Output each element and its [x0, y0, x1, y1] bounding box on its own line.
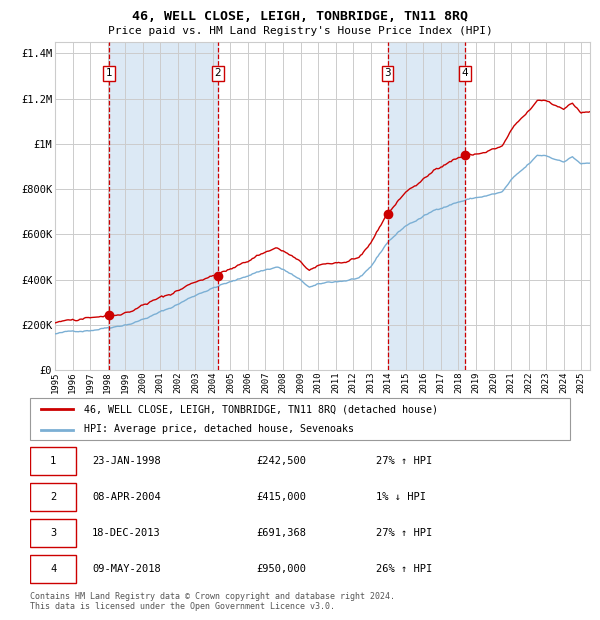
- Bar: [109, 42, 218, 370]
- Text: £691,368: £691,368: [257, 528, 307, 538]
- Text: 27% ↑ HPI: 27% ↑ HPI: [376, 456, 432, 466]
- Text: 3: 3: [384, 68, 391, 78]
- Text: 08-APR-2004: 08-APR-2004: [92, 492, 161, 502]
- Text: 2: 2: [50, 492, 56, 502]
- Text: 1: 1: [50, 456, 56, 466]
- Text: £415,000: £415,000: [257, 492, 307, 502]
- Text: £950,000: £950,000: [257, 564, 307, 574]
- Text: Price paid vs. HM Land Registry's House Price Index (HPI): Price paid vs. HM Land Registry's House …: [107, 26, 493, 36]
- Text: 1% ↓ HPI: 1% ↓ HPI: [376, 492, 425, 502]
- Text: 1: 1: [106, 68, 112, 78]
- Text: 46, WELL CLOSE, LEIGH, TONBRIDGE, TN11 8RQ (detached house): 46, WELL CLOSE, LEIGH, TONBRIDGE, TN11 8…: [84, 404, 438, 414]
- Text: 4: 4: [50, 564, 56, 574]
- Text: 09-MAY-2018: 09-MAY-2018: [92, 564, 161, 574]
- FancyBboxPatch shape: [30, 483, 76, 511]
- Text: 46, WELL CLOSE, LEIGH, TONBRIDGE, TN11 8RQ: 46, WELL CLOSE, LEIGH, TONBRIDGE, TN11 8…: [132, 10, 468, 23]
- Text: 2: 2: [214, 68, 221, 78]
- Text: 4: 4: [461, 68, 468, 78]
- Text: £242,500: £242,500: [257, 456, 307, 466]
- Bar: [388, 42, 465, 370]
- Text: Contains HM Land Registry data © Crown copyright and database right 2024.
This d: Contains HM Land Registry data © Crown c…: [30, 592, 395, 611]
- FancyBboxPatch shape: [30, 555, 76, 583]
- FancyBboxPatch shape: [30, 447, 76, 475]
- Text: 18-DEC-2013: 18-DEC-2013: [92, 528, 161, 538]
- Text: HPI: Average price, detached house, Sevenoaks: HPI: Average price, detached house, Seve…: [84, 425, 354, 435]
- Text: 3: 3: [50, 528, 56, 538]
- Text: 23-JAN-1998: 23-JAN-1998: [92, 456, 161, 466]
- Text: 26% ↑ HPI: 26% ↑ HPI: [376, 564, 432, 574]
- Text: 27% ↑ HPI: 27% ↑ HPI: [376, 528, 432, 538]
- FancyBboxPatch shape: [30, 519, 76, 547]
